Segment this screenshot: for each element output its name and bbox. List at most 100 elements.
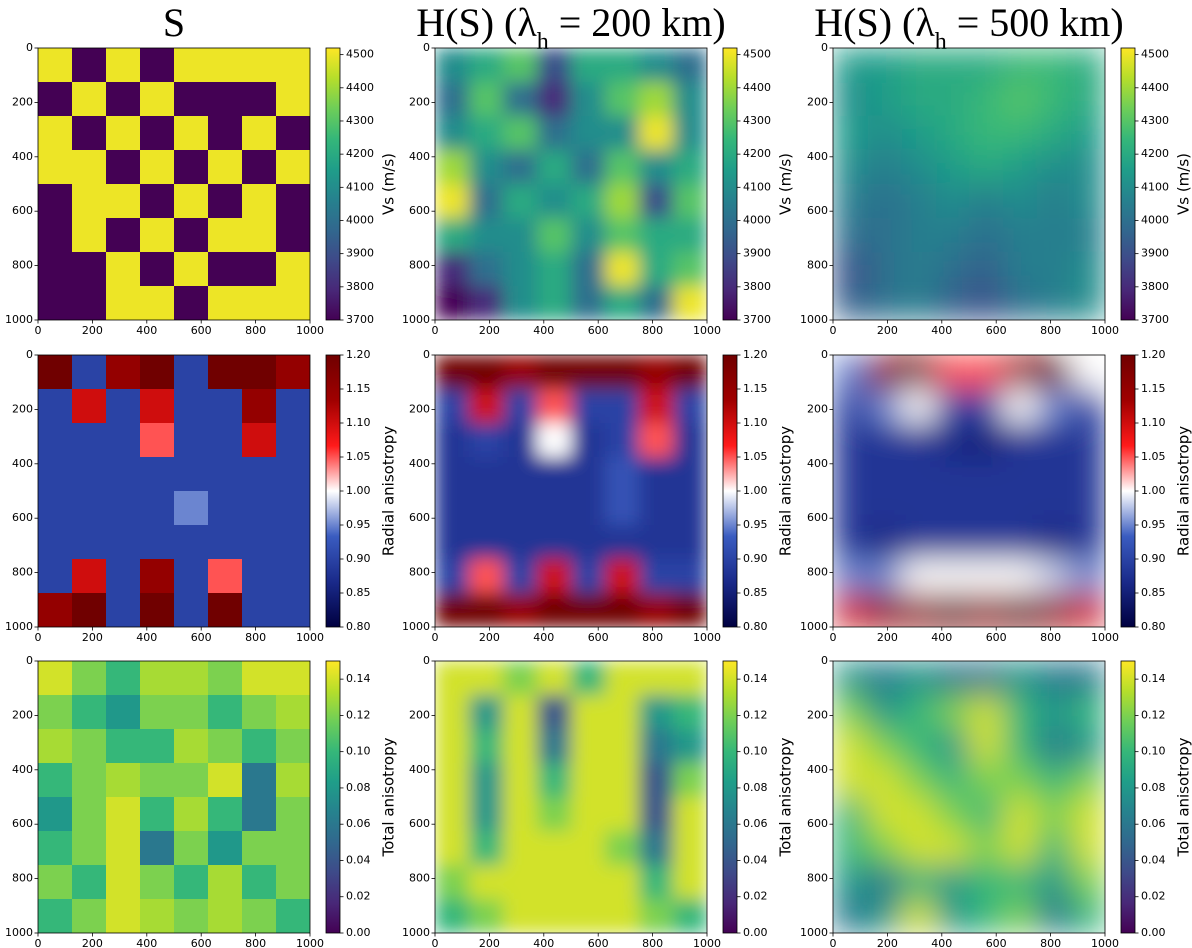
colorbar-label: Total anisotropy [1175, 737, 1192, 857]
heat-cell [435, 286, 470, 320]
heat-cell [1037, 661, 1072, 696]
heat-cell [605, 286, 640, 320]
colorbar-tick-label: 1.10 [1141, 416, 1166, 429]
colorbar-tick-label: 0.85 [346, 586, 371, 599]
heat-cell [969, 695, 1004, 730]
heat-cell [969, 48, 1004, 83]
x-tick-label: 600 [588, 937, 609, 948]
heat-cell [1037, 116, 1072, 151]
heat-cell [38, 48, 73, 83]
heat-cell [639, 218, 674, 253]
x-tick-label: 1000 [296, 631, 324, 644]
heat-cell [106, 355, 141, 390]
heat-cell [901, 184, 936, 219]
heat-cell [901, 865, 936, 900]
heat-cell [242, 695, 277, 730]
heat-cell [969, 82, 1004, 117]
heat-cell [673, 729, 707, 764]
heat-cell [673, 150, 707, 185]
heat-cell [174, 116, 209, 151]
heat-cell [867, 899, 902, 933]
x-tick-label: 0 [35, 631, 42, 644]
heat-cell [1003, 865, 1038, 900]
heat-cell [901, 116, 936, 151]
heat-cell [276, 559, 310, 594]
y-tick-label: 0 [423, 41, 430, 54]
heat-cell [503, 457, 538, 492]
heatmap [38, 355, 310, 627]
heat-cell [276, 252, 310, 287]
heat-cell [1037, 286, 1072, 320]
heat-cell [72, 184, 107, 219]
heat-cell [935, 593, 970, 627]
heat-cell [1071, 831, 1105, 866]
heat-cell [72, 389, 107, 424]
heat-cell [106, 218, 141, 253]
heat-cell [833, 252, 868, 287]
colorbar-tick-label: 4400 [1141, 81, 1169, 94]
heat-cell [867, 525, 902, 560]
colorbar [1120, 354, 1136, 628]
heat-cell [503, 695, 538, 730]
y-tick-label: 1000 [5, 620, 33, 633]
y-tick-label: 600 [12, 817, 33, 830]
y-tick-label: 1000 [5, 313, 33, 326]
heat-cell [969, 661, 1004, 696]
heatmap [38, 661, 310, 933]
heat-cell [106, 150, 141, 185]
heat-cell [1003, 252, 1038, 287]
heat-cell [140, 593, 175, 627]
heat-cell [469, 899, 504, 933]
heat-cell [140, 252, 175, 287]
heat-cell [1037, 763, 1072, 798]
heat-cell [639, 389, 674, 424]
heat-cell [935, 457, 970, 492]
heat-cell [867, 286, 902, 320]
heat-cell [673, 184, 707, 219]
heat-cell [605, 116, 640, 151]
heat-cell [72, 865, 107, 900]
heat-cell [242, 525, 277, 560]
heat-cell [1037, 865, 1072, 900]
heat-cell [673, 831, 707, 866]
heat-cell [901, 831, 936, 866]
heat-cell [242, 797, 277, 832]
heat-cell [833, 899, 868, 933]
heat-cell [537, 150, 572, 185]
colorbar-label: Radial anisotropy [777, 426, 795, 556]
x-tick-label: 200 [479, 324, 500, 337]
y-tick-label: 800 [12, 566, 33, 579]
heat-cell [605, 899, 640, 933]
colorbar-tick-label: 4200 [743, 147, 771, 160]
heat-cell [833, 184, 868, 219]
heat-cell [639, 661, 674, 696]
x-tick-label: 0 [432, 324, 439, 337]
heat-cell [673, 82, 707, 117]
heat-cell [639, 82, 674, 117]
heat-cell [901, 593, 936, 627]
heat-cell [276, 116, 310, 151]
heat-cell [72, 695, 107, 730]
heat-cell [208, 797, 243, 832]
heat-cell [72, 899, 107, 933]
heat-cell [605, 184, 640, 219]
colorbar-tick-label: 1.10 [346, 416, 371, 429]
heat-cell [605, 423, 640, 458]
plot-frame [37, 660, 311, 934]
colorbar-tick-label: 3900 [743, 247, 771, 260]
heat-cell [1003, 355, 1038, 390]
heat-cell [969, 286, 1004, 320]
heat-cell [276, 286, 310, 320]
heat-cell [935, 218, 970, 253]
colorbar-tick-label: 1.05 [743, 450, 768, 463]
heat-cell [673, 355, 707, 390]
heat-cell [901, 797, 936, 832]
heat-cell [106, 252, 141, 287]
x-tick-label: 400 [931, 324, 952, 337]
heat-cell [38, 763, 73, 798]
heat-cell [174, 729, 209, 764]
heat-cell [537, 252, 572, 287]
heat-cell [242, 286, 277, 320]
heat-cell [174, 355, 209, 390]
heat-cell [242, 729, 277, 764]
